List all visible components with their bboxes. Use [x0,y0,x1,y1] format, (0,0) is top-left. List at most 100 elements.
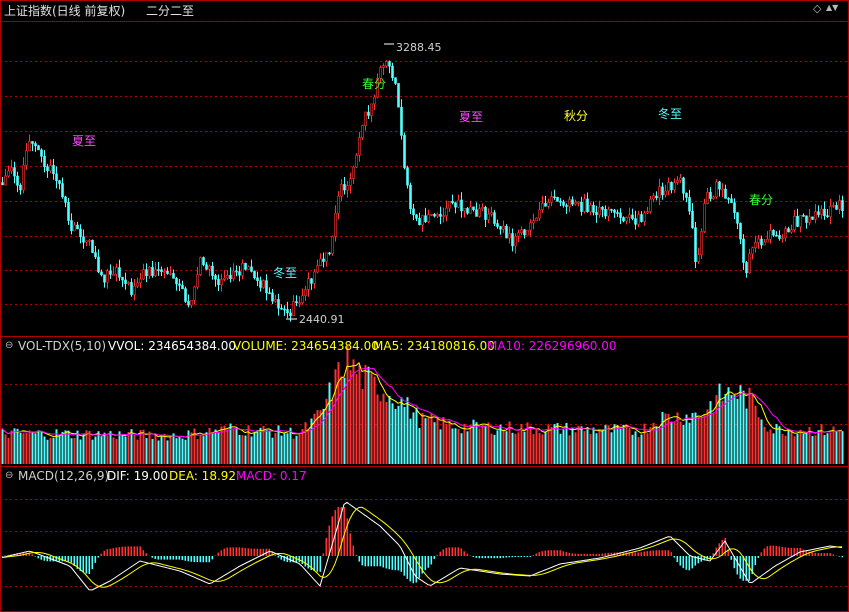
candle-body [40,149,43,157]
volume-bar [295,435,298,464]
volume-bar [100,436,103,464]
volume-bar [484,425,487,464]
candle-body [724,188,727,199]
candle-body [754,242,757,248]
candle-body [592,204,595,213]
macd-histogram-bar [151,556,154,558]
volume-bar [676,412,679,464]
macd-histogram-bar [376,556,379,567]
macd-histogram-bar [139,546,142,556]
volume-bar [25,433,28,464]
candle-body [319,258,322,266]
candle-body [37,145,40,151]
candle-body [82,236,85,243]
volume-bar [490,433,493,464]
diamond-icon[interactable]: ◇ [813,2,822,15]
ma10-line [1,367,843,438]
volume-bar [274,433,277,464]
volume-bar [634,431,637,464]
volume-bar [565,422,568,464]
candle-body [646,211,649,214]
candle-body [28,141,31,152]
candle-body [490,212,493,215]
volume-bar [352,359,355,464]
volume-bar [496,430,499,464]
macd-histogram-bar [406,556,409,579]
macd-histogram-bar [454,547,457,556]
volume-bar [523,431,526,464]
volume-bar [106,435,109,464]
macd-histogram-bar [712,553,715,556]
volume-bar [691,413,694,464]
volume-bar [445,424,448,464]
volume-bar [424,418,427,464]
volume-bar [655,426,658,464]
volume-bar [472,419,475,464]
dif-line [1,501,843,591]
candle-body [397,83,400,108]
macd-histogram-bar [316,556,319,572]
candle-body [748,253,751,274]
candle-body [127,282,130,284]
volume-bar [145,438,148,464]
candle-body [442,215,445,217]
volume-bar [58,435,61,464]
volume-bar [94,436,97,464]
volume-bar [232,429,235,464]
macd-histogram-bar [634,552,637,556]
candle-body [217,278,220,286]
volume-bar [541,434,544,464]
candle-body [358,137,361,156]
volume-bar [103,432,106,464]
volume-bar [571,427,574,464]
candle-body [277,299,280,309]
macd-panel-toggle-icon[interactable]: ⊖ [5,470,14,481]
volume-bar [709,401,712,464]
volume-bar [487,422,490,464]
macd-histogram-bar [31,554,34,556]
candle-body [781,237,784,240]
macd-histogram-bar [115,547,118,556]
volume-bar [514,433,517,464]
volume-indicator-name[interactable]: VOL-TDX(5,10) [18,339,107,353]
volume-bar [550,426,553,464]
macd-indicator-name[interactable]: MACD(12,26,9) [18,469,110,483]
candle-body [502,225,505,230]
volume-bar [358,364,361,464]
candle-body [163,270,166,273]
macd-histogram-bar [82,556,85,573]
season-mark-spring-equinox: 春分 [749,193,774,207]
macd-histogram-bar [37,556,40,559]
candle-body [751,247,754,255]
volume-bar [289,427,292,464]
candle-body [43,155,46,168]
candle-body [643,212,646,222]
macd-histogram-bar [517,556,520,557]
volume-bar [745,408,748,464]
macd-histogram-bar [532,555,535,556]
volume-bar [127,431,130,464]
macd-histogram-bar [388,556,391,570]
candle-body [823,208,826,217]
candle-body [460,199,463,212]
volume-panel-toggle-icon[interactable]: ⊖ [5,340,14,351]
candle-body [523,229,526,236]
candle-body [769,230,772,240]
macd-histogram-bar [661,550,664,556]
season-mark-spring-equinox: 春分 [362,77,387,91]
macd-histogram-bar [364,556,367,567]
candle-body [526,229,529,236]
candle-body [400,106,403,136]
candle-body [604,209,607,217]
up-down-arrows-icon[interactable]: ▲▼ [826,3,839,12]
volume-bar [421,412,424,464]
macd-histogram-bar [319,556,322,572]
macd-histogram-bar [538,552,541,556]
macd-histogram-bar [331,516,334,556]
volume-bar [217,432,220,464]
volume-bar [139,430,142,464]
candle-body [262,280,265,288]
candle-body [238,271,241,276]
volume-bar [718,383,721,464]
